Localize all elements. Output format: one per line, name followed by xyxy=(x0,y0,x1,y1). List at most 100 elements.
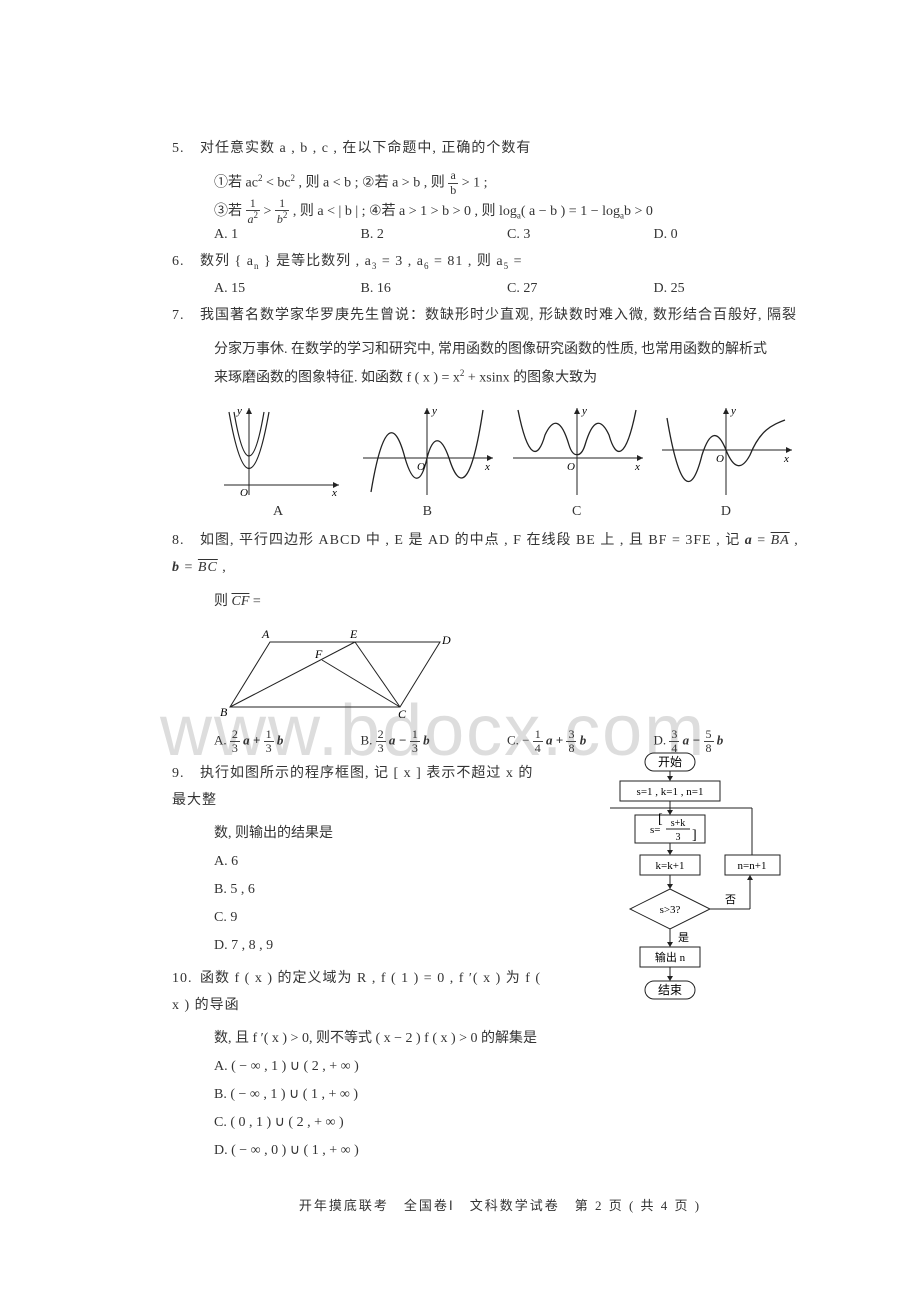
svg-text:n=n+1: n=n+1 xyxy=(738,860,767,872)
q8-v2: BC xyxy=(198,560,218,575)
q10-optC: C. ( 0 , 1 ) ∪ ( 2 , + ∞ ) xyxy=(214,1109,542,1137)
q8-c: = xyxy=(753,533,771,548)
flowchart: 开始 s=1 , k=1 , n=1 s= s+k 3 [] k=k+1 s>3… xyxy=(550,751,800,1165)
q5-num: 5. xyxy=(172,136,200,163)
graph-d: O x y xyxy=(652,400,800,500)
q5-f1t: a xyxy=(448,169,458,183)
q5-optB: B. 2 xyxy=(361,227,508,243)
q6-optB: B. 16 xyxy=(361,281,508,297)
q7-num: 7. xyxy=(172,303,200,330)
q6-optA: A. 15 xyxy=(214,281,361,297)
page-footer: 开年摸底联考 全国卷Ⅰ 文科数学试卷 第 2 页 ( 共 4 页 ) xyxy=(200,1195,800,1214)
q6-options: A. 15 B. 16 C. 27 D. 25 xyxy=(214,281,800,297)
q5-prop2: ③若 1a2 > 1b2 , 则 a < | b | ; ④若 a > 1 > … xyxy=(214,197,800,226)
q5-p1-d: > 1 ; xyxy=(458,175,487,190)
q10-optA: A. ( − ∞ , 1 ) ∪ ( 2 , + ∞ ) xyxy=(214,1053,542,1081)
q7-l3b: + xsinx 的图象大致为 xyxy=(464,370,597,385)
svg-text:O: O xyxy=(240,487,248,499)
q6-e: = xyxy=(509,254,522,269)
question-9: 9.执行如图所示的程序框图, 记 [ x ] 表示不超过 x 的最大整 xyxy=(172,761,542,814)
q10-optB: B. ( − ∞ , 1 ) ∪ ( 1 , + ∞ ) xyxy=(214,1081,542,1109)
q8-l2a: 则 xyxy=(214,594,232,609)
q8-optB: B. 23 a − 13 b xyxy=(361,728,508,755)
q8-l2v: CF xyxy=(232,594,250,609)
svg-text:s=1 , k=1 , n=1: s=1 , k=1 , n=1 xyxy=(637,786,704,798)
q9-optD: D. 7 , 8 , 9 xyxy=(214,932,542,960)
q9-l2: 数, 则输出的结果是 xyxy=(214,820,542,848)
q5-f3t: 1 xyxy=(275,197,290,211)
question-10: 10.函数 f ( x ) 的定义域为 R , f ( 1 ) = 0 , f … xyxy=(172,966,542,1019)
svg-text:k=k+1: k=k+1 xyxy=(656,860,685,872)
svg-text:y: y xyxy=(431,405,437,417)
svg-text:s+k: s+k xyxy=(671,818,686,829)
q5-optD: D. 0 xyxy=(654,227,801,243)
q5-f2b: a2 xyxy=(246,211,261,226)
q8-figure: A E D B C F xyxy=(200,622,800,722)
graph-b: O x y xyxy=(353,400,501,500)
q8-g: , xyxy=(218,560,227,575)
svg-text:x: x xyxy=(331,487,337,499)
svg-text:F: F xyxy=(314,647,323,661)
q7-labA: A xyxy=(204,504,352,520)
svg-text:]: ] xyxy=(692,828,697,843)
svg-text:E: E xyxy=(349,627,358,641)
q5-optA: A. 1 xyxy=(214,227,361,243)
q8-v1: BA xyxy=(771,533,790,548)
q6-c: = 3 , a xyxy=(377,254,424,269)
q6-a: 数列 { a xyxy=(200,254,254,269)
fc-start: 开始 xyxy=(658,755,682,769)
q5-f2t: 1 xyxy=(246,197,261,211)
q7-labB: B xyxy=(353,504,501,520)
q10-l2: 数, 且 f ′( x ) > 0, 则不等式 ( x − 2 ) f ( x … xyxy=(214,1025,542,1053)
svg-text:D: D xyxy=(441,633,451,647)
q8-optA: A. 23 a + 13 b xyxy=(214,728,361,755)
q7-labels: A B C D xyxy=(204,504,800,520)
q5-p1-b: < bc xyxy=(262,175,290,190)
graph-a: O x y xyxy=(204,400,352,500)
svg-text:B: B xyxy=(220,705,228,719)
svg-text:A: A xyxy=(261,627,270,641)
q7-labC: C xyxy=(503,504,651,520)
svg-text:x: x xyxy=(484,461,490,473)
q6-optC: C. 27 xyxy=(507,281,654,297)
q5-f1b: b xyxy=(448,184,458,197)
q8-l2: 则 CF = xyxy=(214,588,800,616)
q5-p2-e: b > 0 xyxy=(624,204,653,219)
q8-l2b: = xyxy=(249,594,260,609)
q7-l3a: 来琢磨函数的图象特征. 如函数 f ( x ) = x xyxy=(214,370,460,385)
q5-prop1: ①若 ac2 < bc2 , 则 a < b ; ②若 a > b , 则 ab… xyxy=(214,169,800,198)
question-6: 6.数列 { an } 是等比数列 , a3 = 3 , a6 = 81 , 则… xyxy=(172,249,800,276)
q9-optA: A. 6 xyxy=(214,848,542,876)
q10-optD: D. ( − ∞ , 0 ) ∪ ( 1 , + ∞ ) xyxy=(214,1137,542,1165)
svg-text:O: O xyxy=(417,461,425,473)
q6-num: 6. xyxy=(172,249,200,276)
q8-e: b xyxy=(172,560,180,575)
q5-p2-a: ③若 xyxy=(214,204,246,219)
svg-text:s>3?: s>3? xyxy=(660,904,681,916)
q6-optD: D. 25 xyxy=(654,281,801,297)
svg-text:否: 否 xyxy=(725,894,736,906)
q7-l3: 来琢磨函数的图象特征. 如函数 f ( x ) = x2 + xsinx 的图象… xyxy=(214,364,800,393)
q5-p1-a: ①若 ac xyxy=(214,175,258,190)
q7-l2: 分家万事休. 在数学的学习和研究中, 常用函数的图像研究函数的性质, 也常用函数… xyxy=(214,336,800,364)
graph-c: O x y xyxy=(503,400,651,500)
q10-num: 10. xyxy=(172,966,200,993)
q5-p2-b: > xyxy=(260,204,275,219)
q6-d: = 81 , 则 a xyxy=(429,254,503,269)
svg-text:O: O xyxy=(716,453,724,465)
q5-stem: 对任意实数 a , b , c , 在以下命题中, 正确的个数有 xyxy=(200,141,531,156)
q5-p2-d: ( a − b ) = 1 − log xyxy=(521,204,620,219)
q9-l1: 执行如图所示的程序框图, 记 [ x ] 表示不超过 x 的最大整 xyxy=(172,766,533,808)
svg-text:C: C xyxy=(398,707,407,721)
svg-text:输出 n: 输出 n xyxy=(655,950,686,964)
q6-b: } 是等比数列 , a xyxy=(259,254,371,269)
svg-text:结束: 结束 xyxy=(658,983,682,997)
svg-text:3: 3 xyxy=(676,832,681,843)
q8-d: , xyxy=(790,533,799,548)
svg-text:是: 是 xyxy=(678,931,689,944)
q9-num: 9. xyxy=(172,761,200,788)
q9-optB: B. 5 , 6 xyxy=(214,876,542,904)
svg-text:y: y xyxy=(581,405,587,417)
svg-text:x: x xyxy=(783,453,789,465)
q5-options: A. 1 B. 2 C. 3 D. 0 xyxy=(214,227,800,243)
